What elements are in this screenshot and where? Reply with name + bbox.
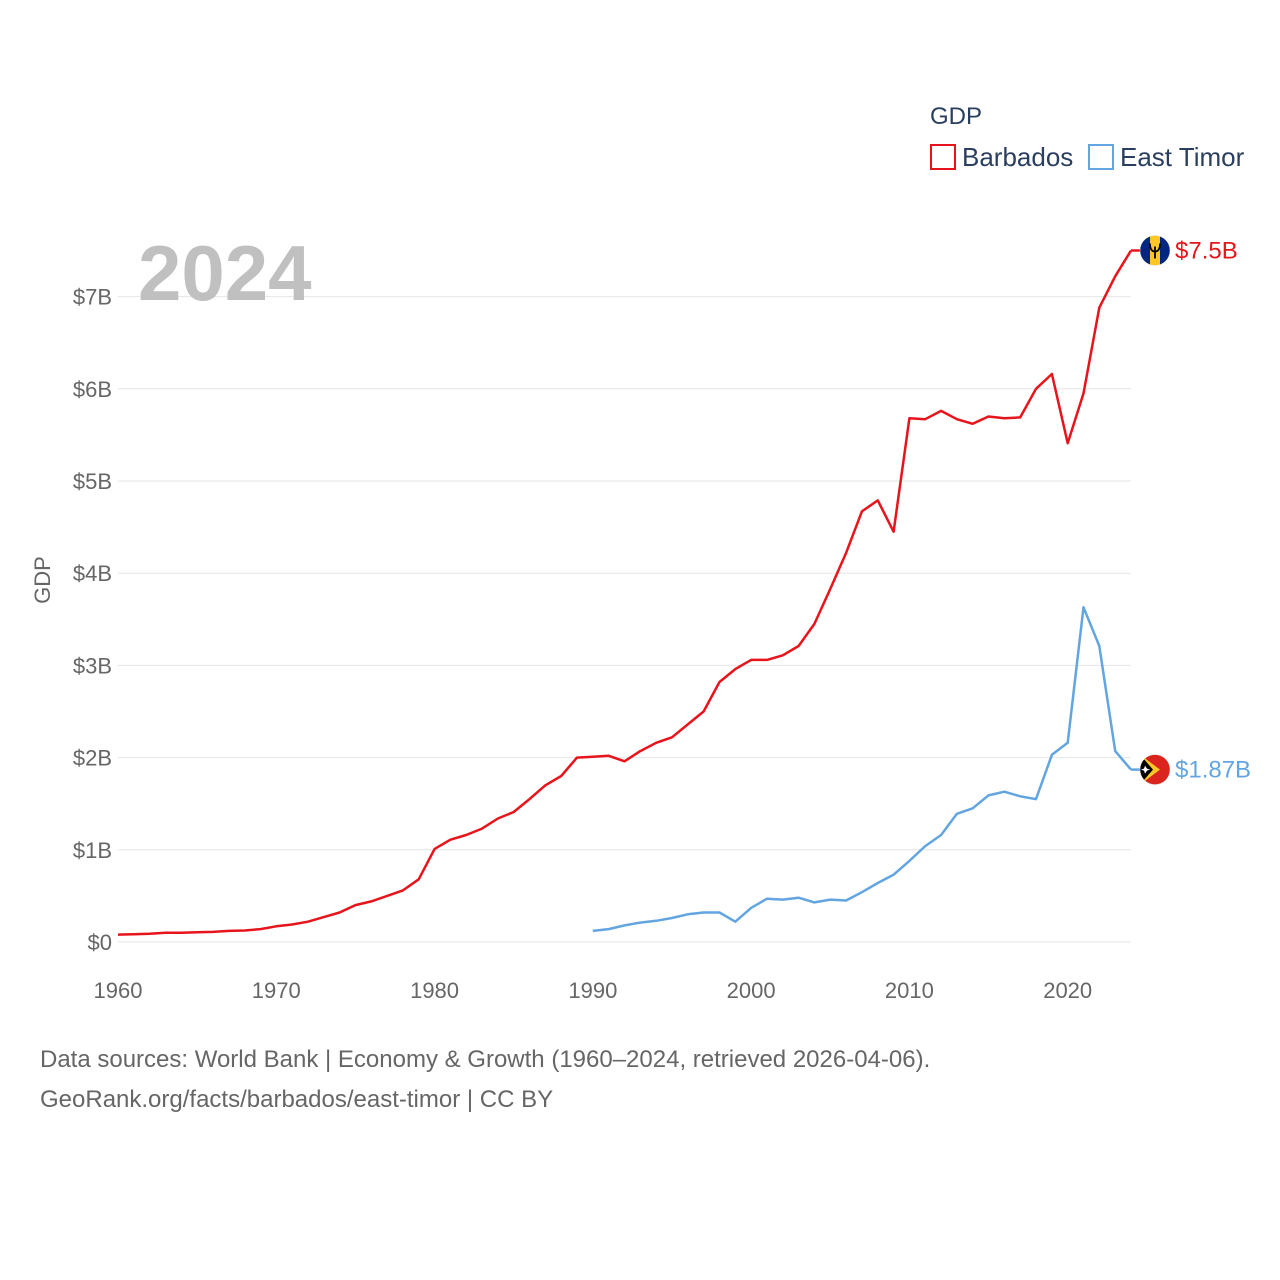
east-timor-flag-icon <box>1139 754 1171 785</box>
x-tick-label: 1990 <box>568 978 617 1003</box>
end-value-label-barbados: $7.5B <box>1175 238 1238 265</box>
x-tick-label: 1970 <box>252 978 301 1003</box>
x-axis-ticks: 1960 1970 1980 1990 2000 2010 2020 <box>94 978 1093 1003</box>
y-tick-label: $6B <box>73 377 112 402</box>
y-axis-title: GDP <box>30 556 55 604</box>
legend-title: GDP <box>930 103 982 130</box>
barbados-flag-icon <box>1139 235 1171 266</box>
y-axis-ticks: $0 $1B $2B $3B $4B $5B $6B $7B <box>73 285 112 955</box>
legend-label-east-timor: East Timor <box>1120 142 1245 172</box>
x-tick-label: 2010 <box>885 978 934 1003</box>
year-label: 2024 <box>138 229 312 317</box>
end-markers: $7.5B $1.87B <box>1131 235 1251 785</box>
gridlines <box>118 296 1131 943</box>
source-note: Data sources: World Bank | Economy & Gro… <box>40 1040 930 1120</box>
y-tick-label: $5B <box>73 469 112 494</box>
end-value-label-east-timor: $1.87B <box>1175 757 1251 784</box>
legend-swatch-barbados <box>930 144 956 170</box>
legend-swatch-east-timor <box>1088 144 1114 170</box>
x-tick-label: 2000 <box>727 978 776 1003</box>
y-tick-label: $1B <box>73 838 112 863</box>
series-line-east-timor <box>592 606 1132 933</box>
legend-item-east-timor[interactable]: East Timor <box>1088 142 1245 172</box>
x-tick-label: 1960 <box>94 978 143 1003</box>
y-tick-label: $3B <box>73 653 112 678</box>
source-line-2: GeoRank.org/facts/barbados/east-timor | … <box>40 1086 554 1113</box>
x-tick-label: 1980 <box>410 978 459 1003</box>
y-tick-label: $0 <box>88 930 112 955</box>
x-tick-label: 2020 <box>1043 978 1092 1003</box>
legend-item-barbados[interactable]: Barbados <box>930 142 1073 172</box>
source-line-1: Data sources: World Bank | Economy & Gro… <box>40 1046 931 1073</box>
y-tick-label: $7B <box>73 285 112 310</box>
y-tick-label: $2B <box>73 746 112 771</box>
y-tick-label: $4B <box>73 561 112 586</box>
series-lines <box>117 249 1133 936</box>
legend[interactable]: GDP Barbados East Timor <box>930 103 1245 172</box>
legend-label-barbados: Barbados <box>962 142 1073 172</box>
series-line-barbados <box>117 249 1133 936</box>
